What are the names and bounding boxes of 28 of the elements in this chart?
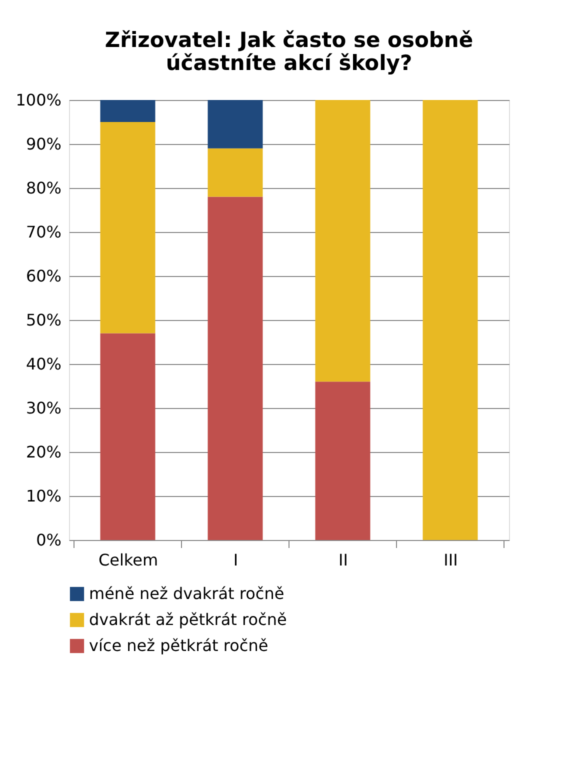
y-tick-label: 90%	[26, 134, 62, 154]
y-tick-label: 30%	[26, 398, 62, 418]
chart-title: Zřizovatel: Jak často se osobně účastníte akcí školy?	[104, 28, 474, 75]
bar	[208, 100, 263, 148]
x-tick-label: I	[233, 550, 238, 570]
bar	[208, 196, 263, 540]
bar	[315, 382, 370, 540]
y-tick-label: 10%	[26, 486, 62, 506]
bar	[208, 148, 263, 197]
bar	[100, 100, 156, 122]
y-tick-label: 40%	[26, 354, 62, 374]
y-tick-label: 0%	[36, 530, 62, 550]
bar	[100, 333, 156, 540]
bar	[422, 100, 478, 540]
legend-label: méně než dvakrát ročně	[89, 584, 284, 603]
y-tick-label: 100%	[16, 90, 62, 110]
y-tick-label: 60%	[26, 266, 62, 286]
bar	[100, 122, 156, 334]
y-tick-label: 20%	[26, 442, 62, 462]
bar	[315, 100, 370, 382]
legend-label: dvakrát až pětkrát ročně	[89, 610, 287, 629]
legend-label: více než pětkrát ročně	[89, 636, 268, 655]
y-tick-label: 80%	[26, 178, 62, 198]
y-tick-label: 50%	[26, 310, 62, 330]
x-tick-label: III	[444, 550, 458, 570]
x-tick-label: Celkem	[98, 550, 158, 570]
y-tick-label: 70%	[26, 222, 62, 242]
x-tick-label: II	[338, 550, 348, 570]
